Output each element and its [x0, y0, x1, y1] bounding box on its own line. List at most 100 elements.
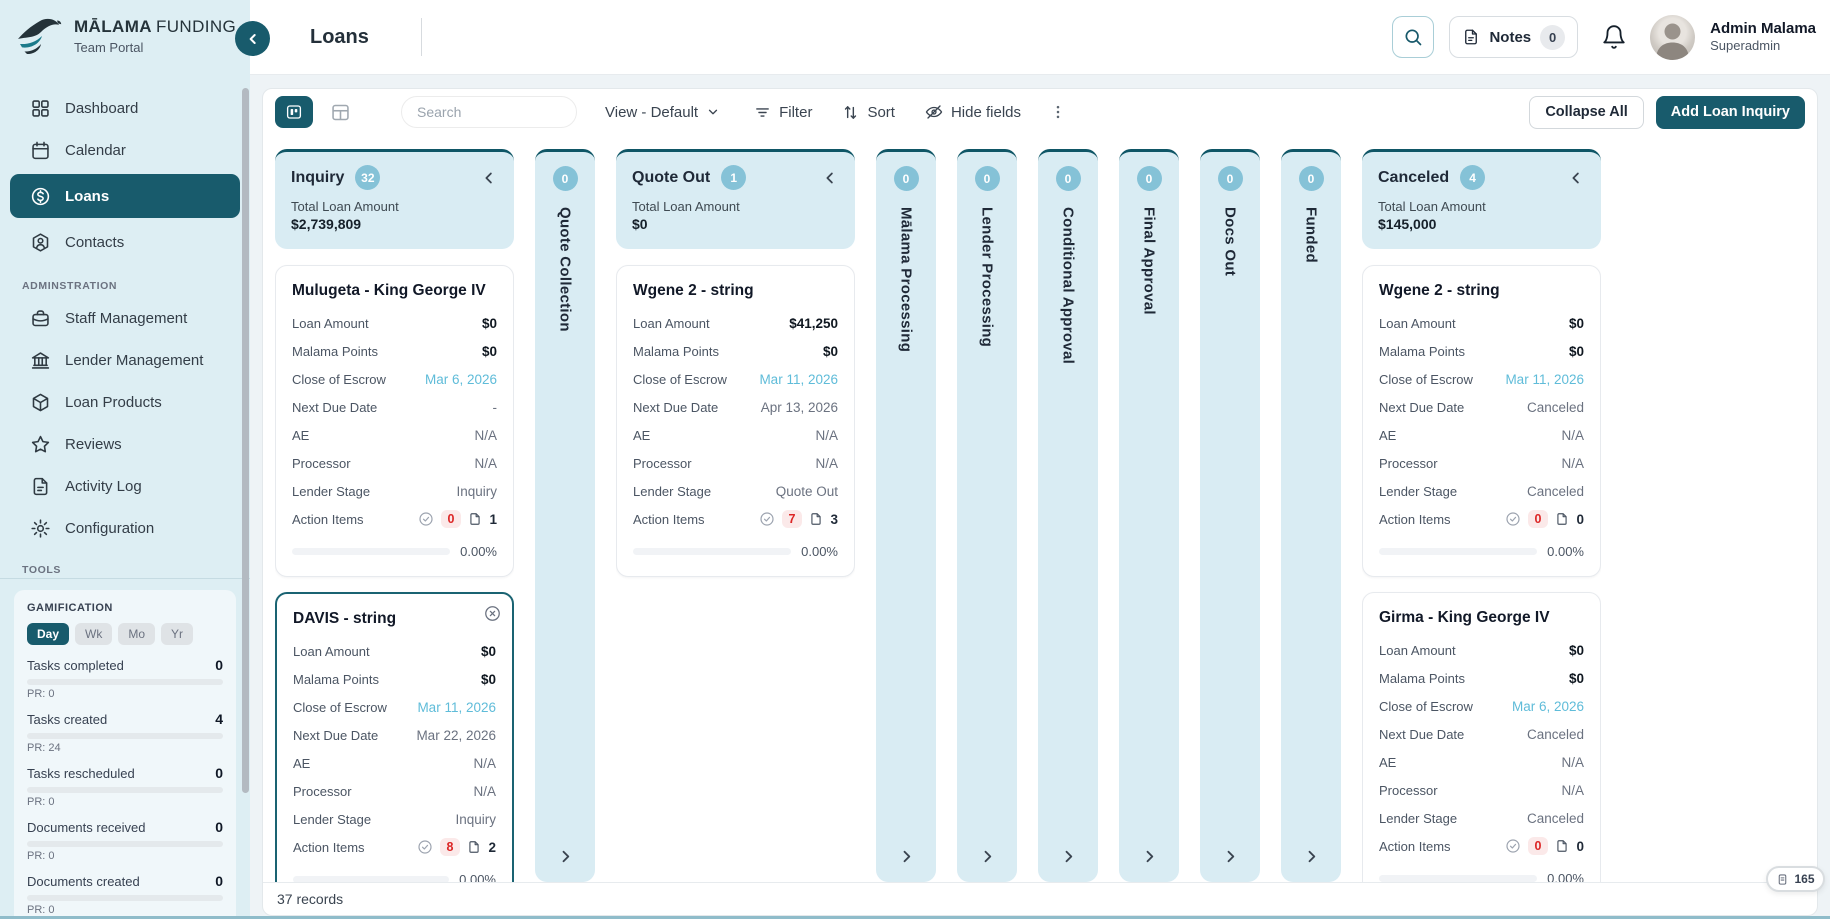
stat-progress-bar [27, 679, 223, 685]
sidebar-item-loan-products[interactable]: Loan Products [10, 382, 240, 422]
column-collapsed-final-approval: 0 Final Approval [1119, 149, 1179, 882]
sidebar-item-calendar[interactable]: Calendar [10, 130, 240, 170]
board-footer: 37 records [263, 882, 1817, 915]
column-count-badge: 0 [893, 166, 919, 191]
view-selector[interactable]: View - Default [605, 104, 720, 121]
field-label: AE [1379, 427, 1397, 443]
card-field-ae: AE N/A [292, 421, 497, 449]
card-field-malama-points: Malama Points $0 [292, 337, 497, 365]
card-close-icon[interactable] [483, 604, 502, 623]
view-selector-label: View - Default [605, 103, 699, 121]
sidebar-item-label: Staff Management [65, 309, 188, 327]
table-view-button[interactable] [323, 96, 357, 128]
field-value: N/A [1561, 455, 1584, 471]
check-circle-icon [1505, 838, 1521, 854]
add-loan-inquiry-button[interactable]: Add Loan Inquiry [1655, 95, 1805, 129]
sidebar-item-dashboard[interactable]: Dashboard [10, 88, 240, 128]
user-name: Admin Malama [1710, 19, 1816, 37]
card-field-lender-stage: Lender Stage Inquiry [292, 477, 497, 505]
loan-card-mulugeta-king-george-iv[interactable]: Mulugeta - King George IV Loan Amount $0 Ma… [275, 265, 514, 577]
global-search-button[interactable] [1392, 16, 1435, 58]
expand-column-chevron-right-icon[interactable] [1298, 843, 1325, 870]
field-value: $0 [1568, 315, 1584, 331]
column-count-badge: 0 [552, 166, 578, 191]
loan-card-girma-king-george-iv[interactable]: Girma - King George IV Loan Amount $0 Malam… [1362, 592, 1601, 882]
sidebar-item-reviews[interactable]: Reviews [10, 424, 240, 464]
field-value: Mar 11, 2026 [759, 371, 838, 387]
more-options-kebab-icon[interactable] [1049, 103, 1067, 121]
expand-column-chevron-right-icon[interactable] [552, 843, 579, 870]
stat-label: Tasks completed [27, 657, 124, 673]
stat-label: Documents received [27, 819, 146, 835]
field-value: Inquiry [456, 483, 497, 499]
gamification-stat-tasks-completed: Tasks completed 0 PR: 0 [27, 657, 223, 700]
sidebar-scrollbar[interactable] [242, 88, 249, 793]
card-field-ae: AE N/A [1379, 748, 1584, 776]
field-value: Quote Out [775, 483, 838, 499]
sidebar-collapse-button[interactable] [235, 21, 270, 56]
notifications-bell-icon[interactable] [1601, 24, 1627, 50]
field-value: Mar 6, 2026 [1511, 698, 1584, 714]
user-meta: Admin Malama Superadmin [1710, 20, 1816, 55]
loan-card-wgene-2-string[interactable]: Wgene 2 - string Loan Amount $0 Malama Poin… [1362, 265, 1601, 577]
document-icon [809, 512, 823, 526]
field-label: AE [292, 427, 310, 443]
expand-column-chevron-right-icon[interactable] [1055, 843, 1082, 870]
sidebar-item-lender-management[interactable]: Lender Management [10, 340, 240, 380]
collapse-column-chevron-left-icon[interactable] [480, 169, 498, 187]
open-tasks-count-badge: 7 [781, 510, 803, 528]
search-icon [1403, 27, 1423, 47]
action-items-label: Action Items [1379, 838, 1451, 854]
loan-card-davis-string[interactable]: DAVIS - string Loan Amount $0 Malama Points… [275, 592, 514, 882]
sidebar-item-staff-management[interactable]: Staff Management [10, 298, 240, 338]
card-field-next-due-date: Next Due Date Canceled [1379, 393, 1584, 421]
loan-card-wgene-2-string[interactable]: Wgene 2 - string Loan Amount $41,250 Malama… [616, 265, 855, 577]
sidebar-item-contacts[interactable]: Contacts [10, 222, 240, 262]
expand-column-chevron-right-icon[interactable] [893, 843, 920, 870]
sidebar-item-configuration[interactable]: Configuration [10, 508, 240, 548]
eye-off-icon [925, 103, 943, 121]
collapse-column-chevron-left-icon[interactable] [821, 169, 839, 187]
window-bottom-edge [0, 916, 1830, 919]
gamification-period-yr[interactable]: Yr [161, 623, 194, 645]
kanban-view-button[interactable] [275, 96, 313, 128]
column-total-amount: $145,000 [1378, 216, 1437, 232]
field-value: Mar 11, 2026 [417, 699, 496, 715]
card-field-loan-amount: Loan Amount $0 [1379, 309, 1584, 337]
column-collapsed-docs-out: 0 Docs Out [1200, 149, 1260, 882]
notes-label: Notes [1489, 28, 1532, 46]
card-field-lender-stage: Lender Stage Inquiry [293, 805, 496, 833]
gamification-period-day[interactable]: Day [27, 623, 70, 645]
documents-count: 0 [1576, 511, 1584, 527]
hide-fields-button[interactable]: Hide fields [925, 103, 1021, 121]
board-search-input[interactable] [401, 96, 577, 128]
notes-button[interactable]: Notes 0 [1449, 16, 1579, 58]
field-label: Next Due Date [292, 399, 378, 415]
contacts-icon [30, 232, 51, 253]
user-avatar[interactable] [1650, 14, 1696, 60]
check-circle-icon [1505, 511, 1521, 527]
sort-button[interactable]: Sort [842, 104, 895, 121]
field-value: $0 [1568, 642, 1584, 658]
expand-column-chevron-right-icon[interactable] [1217, 843, 1244, 870]
filter-button[interactable]: Filter [754, 104, 812, 121]
field-label: Lender Stage [1379, 810, 1458, 826]
usage-counter-badge[interactable]: 165 [1766, 866, 1825, 892]
field-label: Close of Escrow [1379, 698, 1473, 714]
sidebar-item-loans[interactable]: Loans [10, 174, 240, 218]
card-progress-percent: 0.00% [1547, 543, 1584, 559]
sidebar-item-activity-log[interactable]: Activity Log [10, 466, 240, 506]
stat-value: 0 [215, 765, 223, 781]
expand-column-chevron-right-icon[interactable] [974, 843, 1001, 870]
collapse-all-button[interactable]: Collapse All [1529, 95, 1644, 129]
card-field-malama-points: Malama Points $0 [1379, 337, 1584, 365]
expand-column-chevron-right-icon[interactable] [1136, 843, 1163, 870]
brand: MĀLAMA FUNDING Team Portal [0, 0, 250, 64]
gamification-period-mo[interactable]: Mo [118, 623, 156, 645]
card-action-items-row: Action Items 8 2 [293, 833, 496, 861]
column-title: Canceled [1378, 168, 1450, 186]
stat-value: 0 [215, 657, 223, 673]
collapse-column-chevron-left-icon[interactable] [1567, 169, 1585, 187]
field-label: Close of Escrow [293, 699, 387, 715]
gamification-period-wk[interactable]: Wk [75, 623, 113, 645]
